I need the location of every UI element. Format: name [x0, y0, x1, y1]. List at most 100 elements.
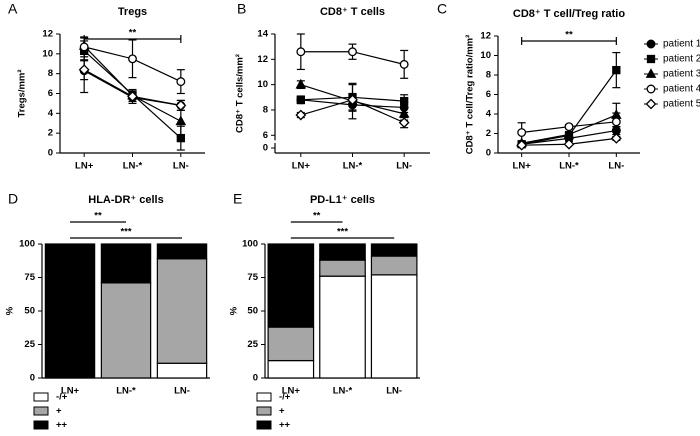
- y-tick-label: 12: [257, 54, 268, 65]
- bar-segment: [319, 259, 366, 277]
- y-tick-label: 8: [486, 70, 491, 81]
- marker: [610, 132, 622, 144]
- marker: [563, 128, 575, 139]
- significance-label: **: [94, 211, 102, 222]
- panel-label: E: [233, 191, 242, 207]
- y-tick-label: 4: [486, 109, 492, 120]
- x-tick-label: LN-: [386, 386, 402, 397]
- x-tick-label: LN+: [61, 386, 80, 397]
- y-axis-label: %: [229, 306, 240, 315]
- significance-label: ***: [120, 227, 131, 238]
- y-tick-label: 50: [24, 306, 35, 317]
- marker: [611, 117, 621, 127]
- significance-label: **: [565, 30, 573, 41]
- legend-label: patient 1: [663, 39, 700, 50]
- marker: [128, 54, 137, 64]
- marker: [175, 99, 187, 111]
- x-tick-label: LN-: [174, 386, 190, 397]
- marker: [400, 96, 409, 106]
- x-tick-label: LN-*: [559, 161, 579, 172]
- marker: [645, 98, 657, 110]
- panel-label: A: [8, 1, 18, 17]
- y-axis-label: %: [5, 306, 16, 315]
- y-tick-label: 10: [257, 79, 268, 90]
- marker: [646, 54, 656, 64]
- y-tick-label: 0: [253, 373, 258, 384]
- marker: [399, 59, 409, 69]
- bar-segment: [319, 243, 366, 261]
- panel-label: C: [437, 1, 447, 17]
- legend-swatch: [33, 420, 49, 430]
- y-tick-label: 100: [19, 239, 35, 250]
- chart-title: CD8⁺ T cells: [320, 6, 385, 18]
- marker: [646, 84, 656, 94]
- bar-segment: [156, 362, 208, 379]
- y-tick-label: 8: [48, 68, 53, 79]
- y-tick-label: 75: [247, 272, 258, 283]
- chart-title: Tregs: [118, 6, 147, 18]
- legend-label: +: [56, 406, 62, 417]
- legend-swatch: [33, 392, 49, 402]
- x-tick-label: LN-: [608, 161, 624, 172]
- x-tick-label: LN-*: [333, 386, 353, 397]
- y-tick-label: 8: [263, 104, 268, 115]
- y-tick-label: 12: [42, 29, 53, 40]
- panel-label: D: [8, 191, 18, 207]
- legend-label: -/+: [56, 392, 68, 403]
- marker: [398, 117, 410, 129]
- marker: [296, 95, 305, 104]
- x-tick-label: LN-: [396, 161, 412, 172]
- y-axis-label: CD8⁺ T cell/Treg ratio/mm²: [465, 35, 476, 155]
- marker: [347, 94, 358, 106]
- y-tick-label: 6: [263, 130, 268, 141]
- significance-label: **: [129, 28, 137, 39]
- x-tick-label: LN-*: [123, 161, 143, 172]
- marker: [78, 64, 90, 76]
- x-tick-label: LN+: [75, 161, 94, 172]
- x-tick-label: LN+: [513, 161, 532, 172]
- y-tick-label: 25: [247, 339, 258, 350]
- legend-label: patient 4: [663, 84, 700, 95]
- y-tick-label: 0: [30, 373, 35, 384]
- marker: [127, 91, 138, 102]
- marker: [79, 42, 89, 52]
- bar-segment: [370, 243, 418, 257]
- y-tick-label: 0: [263, 143, 268, 154]
- legend-label: ++: [279, 420, 291, 431]
- x-tick-label: LN-*: [116, 386, 136, 397]
- y-tick-label: 14: [257, 29, 268, 40]
- y-tick-label: 0: [48, 148, 53, 159]
- legend-swatch: [256, 392, 272, 402]
- legend-label: patient 3: [663, 69, 700, 80]
- significance-label: ***: [337, 227, 348, 238]
- marker: [517, 128, 527, 137]
- y-tick-label: 25: [24, 339, 35, 350]
- legend-label: patient 2: [663, 54, 700, 65]
- bar-segment: [100, 282, 152, 379]
- bar-segment: [319, 275, 366, 379]
- x-tick-label: LN-: [173, 161, 189, 172]
- marker: [646, 39, 656, 49]
- y-tick-label: 50: [247, 306, 258, 317]
- legend-label: +: [279, 406, 285, 417]
- marker: [348, 47, 357, 57]
- chart-title: HLA-DR⁺ cells: [88, 194, 164, 206]
- x-tick-label: LN-*: [343, 161, 363, 172]
- marker: [295, 78, 307, 89]
- legend-label: patient 5: [663, 99, 700, 110]
- y-tick-label: 10: [42, 48, 53, 59]
- y-tick-label: 4: [48, 108, 54, 119]
- y-tick-label: 2: [48, 128, 53, 139]
- x-tick-label: LN+: [292, 161, 311, 172]
- y-tick-label: 0: [486, 148, 491, 159]
- y-axis-label: Tregs/mm²: [17, 69, 28, 117]
- bar-segment: [100, 243, 152, 284]
- marker: [175, 115, 187, 126]
- marker: [516, 139, 528, 151]
- bar-segment: [156, 258, 208, 364]
- bar-segment: [370, 255, 418, 276]
- y-tick-label: 12: [480, 31, 491, 42]
- marker: [563, 138, 575, 150]
- legend-swatch: [33, 406, 49, 416]
